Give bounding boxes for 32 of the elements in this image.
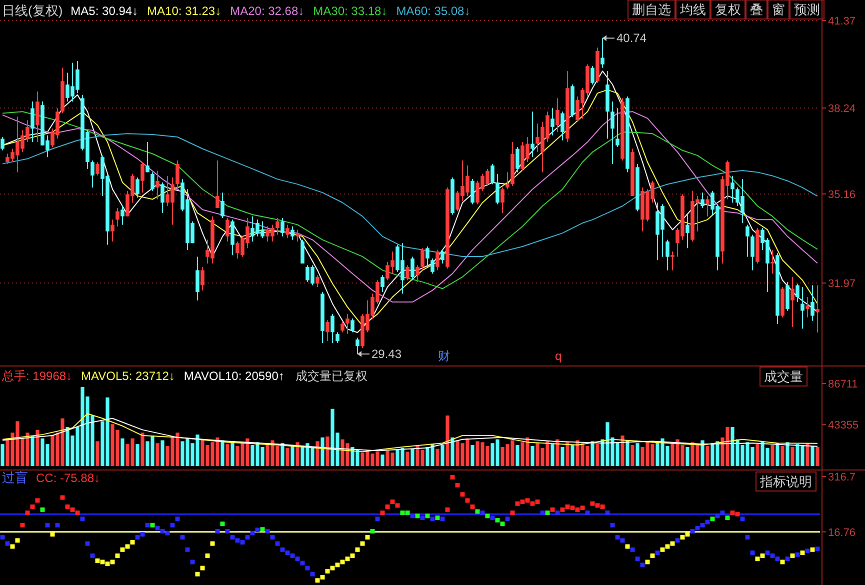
annotation: 财: [438, 349, 450, 363]
chart-title: 日线(复权): [2, 3, 63, 18]
text: 预测: [794, 2, 820, 17]
annotation: 29.43: [372, 346, 402, 361]
text: 叠: [750, 2, 763, 17]
text: 复权: [715, 2, 741, 17]
text: MA5: 30.94↓: [70, 4, 138, 18]
chart-title: 过盲: [2, 470, 28, 485]
text: MA10: 31.23↓: [147, 4, 222, 18]
annotation: 成交量: [764, 369, 803, 384]
annotation: q: [555, 349, 562, 363]
text: MAVOL10: 20590↑: [184, 369, 284, 383]
text: 均线: [679, 2, 706, 17]
y-tick-label: 31.97: [828, 278, 856, 290]
y-tick-label: 35.16: [828, 188, 856, 201]
y-tick-label: 38.24: [828, 102, 856, 115]
text: 删自选: [632, 2, 671, 17]
annotation: 成交量已复权: [295, 369, 368, 383]
y-tick-label: 41.37: [828, 16, 856, 28]
text: MAVOL5: 23712↓: [81, 369, 175, 383]
text: 窗: [772, 2, 785, 17]
series-label: CC: -75.88↓: [36, 471, 100, 485]
y-tick-label: 16.76: [828, 526, 856, 539]
annotation: 40.74: [616, 31, 647, 46]
text: MA30: 33.18↓: [313, 4, 388, 18]
y-tick-label: 43355: [828, 420, 859, 432]
y-tick-label: 316.7: [828, 472, 856, 484]
annotation: 指标说明: [759, 474, 812, 489]
text: MA20: 32.68↓: [230, 4, 304, 18]
text: MA60: 35.08↓: [396, 4, 470, 18]
series-label: 总手: 19968↓: [1, 369, 72, 383]
y-tick-label: 86711: [828, 378, 858, 390]
